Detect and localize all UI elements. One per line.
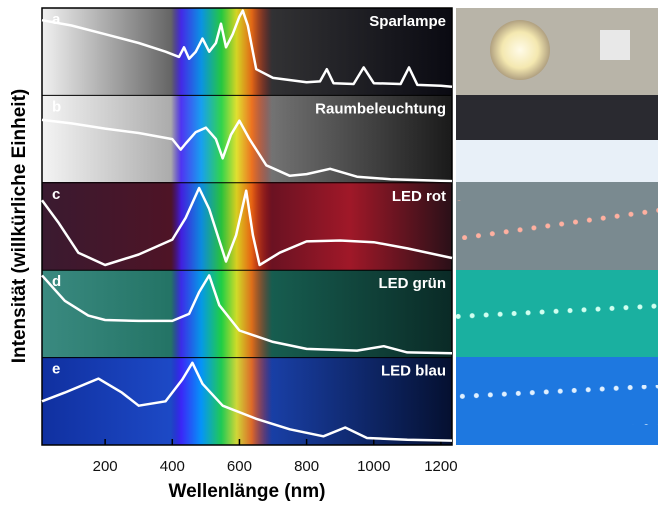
x-tick-label: 1000	[357, 458, 390, 475]
panel-name: Raumbeleuchtung	[315, 100, 446, 117]
panel-name: LED grün	[379, 275, 447, 292]
x-tick-label: 400	[160, 458, 185, 475]
panel-letter: e	[52, 361, 60, 378]
x-axis-label: Wellenlänge (nm)	[169, 481, 326, 502]
x-tick-label: 1200	[424, 458, 457, 475]
panel-name: LED blau	[381, 363, 446, 380]
panel-letter: d	[52, 273, 61, 290]
panel-letter: c	[52, 186, 60, 203]
panel-name: LED rot	[392, 188, 446, 205]
panel-name: Sparlampe	[369, 13, 446, 30]
x-tick-label: 200	[93, 458, 118, 475]
photos	[456, 8, 658, 445]
panel-letter: a	[52, 11, 61, 28]
x-tick-label: 600	[227, 458, 252, 475]
chart: Wellenlänge (nm) Intensität (willkürlich…	[0, 0, 658, 508]
y-axis-label: Intensität (willkürliche Einheit)	[9, 89, 30, 363]
x-tick-label: 800	[294, 458, 319, 475]
panel-letter: b	[52, 98, 61, 115]
